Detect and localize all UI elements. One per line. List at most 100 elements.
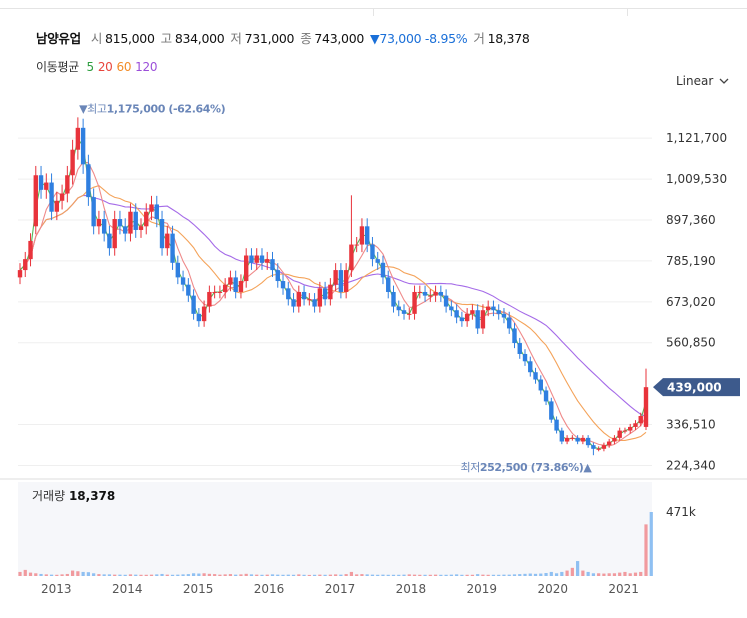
volume-panel-bg [18, 482, 652, 576]
volume-bar [191, 573, 196, 576]
volume-bar [433, 574, 438, 576]
volume-bar [234, 574, 238, 576]
volume-tick-label: 471k [666, 505, 696, 519]
candle-body [449, 306, 454, 311]
candle-body [149, 204, 154, 212]
candle-body [222, 284, 228, 292]
price-summary: 남양유업 시 815,000 고 834,000 저 731,000 종 743… [36, 28, 536, 46]
volume-bar [591, 573, 595, 576]
candle-body [44, 182, 49, 190]
volume-panel-label: 거래량 18,378 [32, 487, 115, 504]
candle-body [533, 372, 538, 380]
volume-bar [55, 574, 59, 576]
volume-bar [507, 574, 511, 576]
candle-body [38, 175, 44, 190]
y-tick-label: 560,850 [666, 336, 716, 350]
candle-body [570, 437, 575, 439]
volume-bar [633, 572, 638, 576]
candle-body [254, 255, 259, 263]
volume-bar [412, 574, 417, 576]
candle-body [522, 353, 528, 362]
candle-body [459, 317, 465, 322]
volume-bar [60, 574, 64, 576]
candle-body [622, 430, 628, 432]
y-tick-label: 785,190 [666, 254, 716, 268]
candle-body [23, 259, 28, 271]
volume-bar [544, 573, 548, 576]
candle-body [480, 310, 486, 329]
volume-bar [628, 573, 632, 576]
volume-bar [355, 574, 359, 576]
stock-name: 남양유업 [36, 31, 81, 46]
candle-body [123, 226, 128, 234]
candle-body [428, 295, 433, 297]
candle-body [433, 291, 438, 296]
candle-body [86, 164, 91, 198]
candle-body [138, 226, 144, 230]
volume-bar [565, 570, 569, 576]
volume-bar [581, 570, 585, 576]
volume-bar [439, 574, 443, 576]
volume-bar [170, 574, 175, 576]
volume-bar [502, 574, 506, 576]
volume-bar [255, 574, 259, 576]
candle-body [180, 277, 186, 285]
candle-body [128, 211, 133, 234]
ma-legend-item: 20 [97, 60, 113, 74]
candle-body [364, 226, 370, 245]
candle-body [80, 127, 86, 165]
candle-body [391, 291, 396, 307]
volume-panel-title: 거래량 [32, 489, 66, 503]
x-tick-label: 2019 [467, 582, 498, 596]
top-divider-tick [373, 8, 374, 16]
volume-bar [86, 572, 90, 576]
max-price-marker: ▼최고1,175,000 (-62.64%) [79, 103, 225, 116]
volume-bar [281, 574, 285, 576]
scale-dropdown[interactable]: Linear [676, 74, 729, 88]
x-tick-label: 2018 [396, 582, 427, 596]
volume-bar [291, 574, 296, 576]
volume-bar [302, 574, 306, 576]
volume-value: 18,378 [487, 31, 530, 46]
x-tick-label: 2013 [41, 582, 72, 596]
volume-bar [144, 574, 148, 576]
candle-body [312, 299, 317, 307]
candle-body [191, 295, 196, 314]
candle-body [233, 277, 238, 292]
volume-bar [344, 574, 348, 576]
candle-body [154, 204, 159, 220]
volume-bar [18, 571, 22, 576]
candle-body [628, 426, 633, 431]
volume-bar [160, 573, 164, 576]
volume-bar [554, 573, 559, 576]
ma-legend-item: 60 [116, 60, 132, 74]
low-label: 저 [230, 31, 242, 46]
volume-bar [128, 574, 133, 576]
candle-body [333, 270, 338, 285]
candle-body [186, 284, 191, 296]
scale-dropdown-value: Linear [676, 74, 714, 88]
candle-body [33, 175, 38, 227]
ma-legend-items: 5 20 60 120 [86, 60, 161, 74]
candle-body [117, 219, 123, 227]
candle-body [585, 437, 591, 446]
volume-bar [639, 571, 643, 576]
current-price-badge [653, 378, 740, 397]
volume-bar [428, 574, 432, 576]
candle-body [491, 306, 496, 311]
candle-body [643, 387, 649, 427]
candle-body [270, 259, 275, 271]
volume-bar [481, 574, 485, 576]
candle-body [307, 299, 312, 301]
candle-body [338, 270, 344, 292]
volume-bar [623, 571, 627, 576]
min-price-marker: 최저252,500 (73.86%)▲ [460, 461, 592, 474]
volume-bar [28, 572, 33, 576]
volume-panel-value: 18,378 [68, 489, 116, 503]
candle-body [301, 291, 307, 300]
volume-bar [465, 574, 469, 576]
candle-body [112, 219, 117, 249]
volume-bar [186, 574, 190, 576]
